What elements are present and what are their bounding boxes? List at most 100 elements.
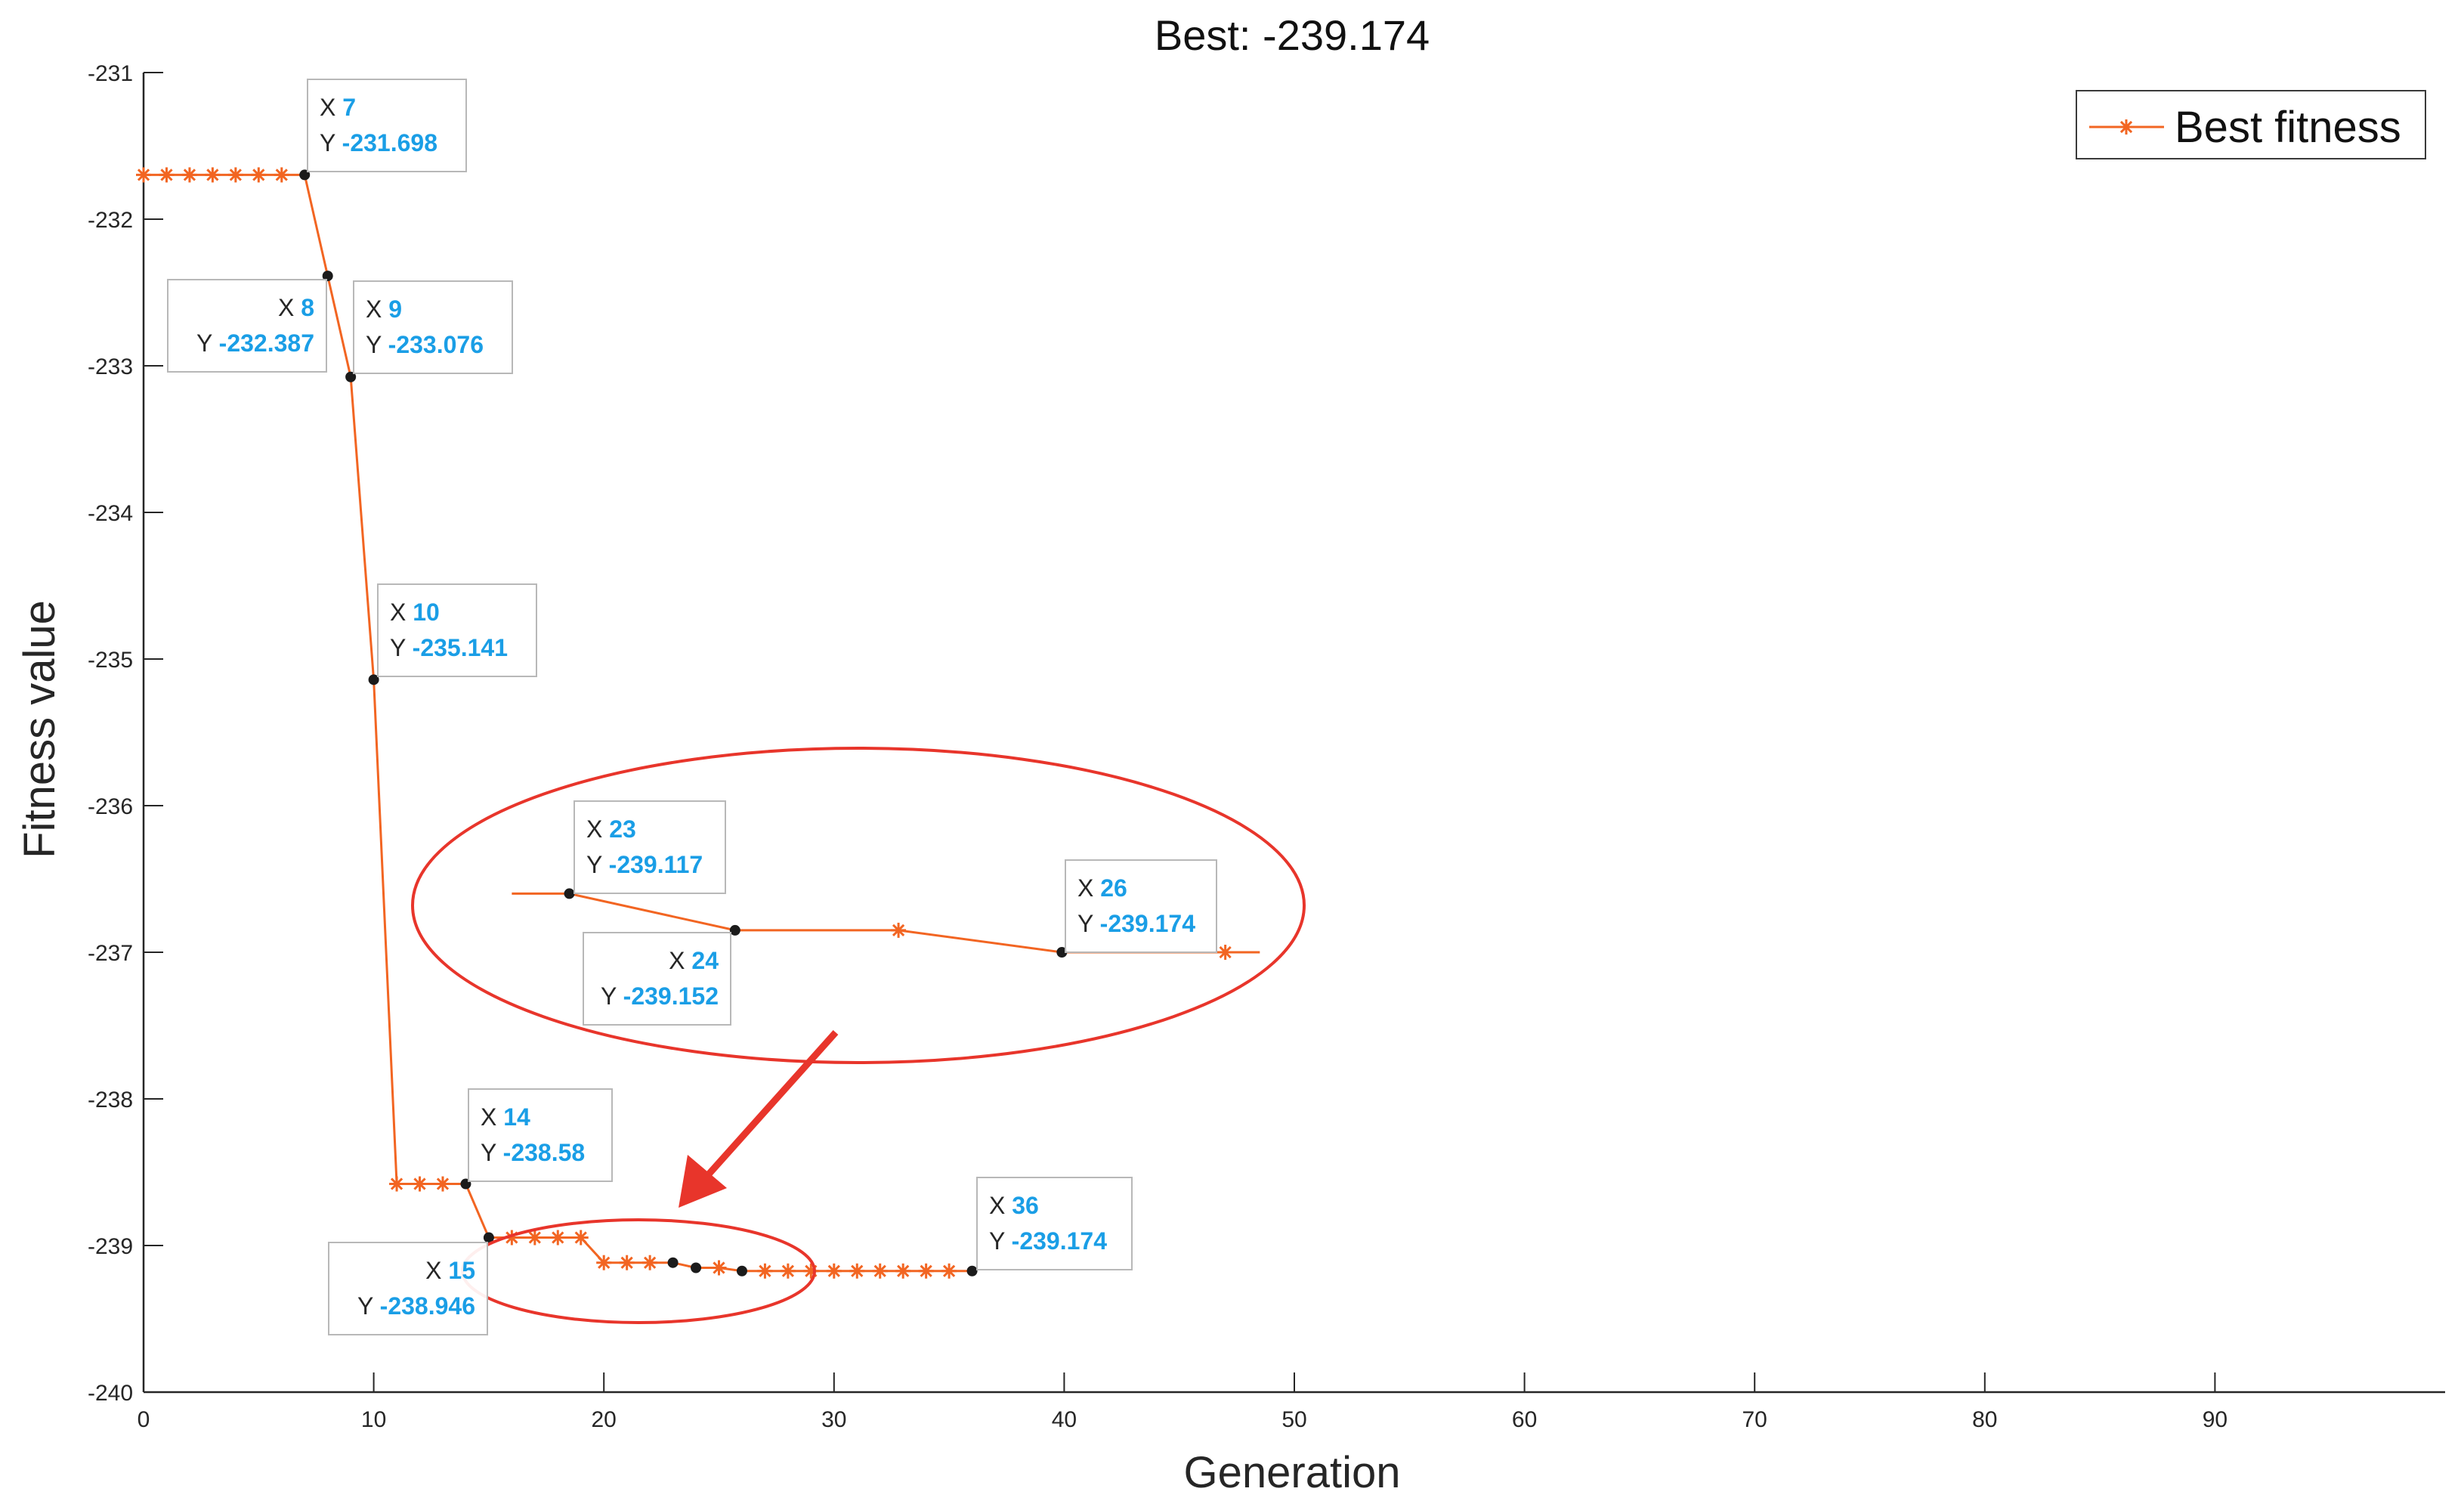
zoom-inset-datatip-point: [564, 888, 575, 899]
x-tick-label: 0: [138, 1407, 150, 1432]
datatip-box: [573, 800, 726, 894]
x-tick-label: 20: [592, 1407, 617, 1432]
datatip-x: X 24: [669, 947, 719, 974]
datatip-y: Y -239.174: [1077, 910, 1195, 937]
legend-box: [2076, 90, 2426, 159]
best-fitness-marker: [550, 1230, 566, 1246]
x-tick-label: 80: [1972, 1407, 1997, 1432]
datatip-box: [377, 583, 537, 677]
y-tick-label: -239: [88, 1234, 133, 1259]
y-axis-title: Fitness value: [15, 600, 64, 859]
datatip-point: [368, 674, 379, 685]
axes: [142, 72, 2445, 1394]
zoom-ellipse: [411, 747, 1306, 1064]
datatip-x: X 26: [1077, 874, 1127, 902]
y-tick-label: -238: [88, 1088, 133, 1112]
best-fitness-marker: [251, 167, 267, 183]
x-tick-label: 40: [1052, 1407, 1077, 1432]
best-fitness-marker: [780, 1263, 796, 1279]
datatip-y: Y -232.387: [196, 330, 314, 357]
datatip-y: Y -233.076: [366, 331, 484, 358]
chart-title: Best: -239.174: [1155, 11, 1430, 59]
datatip-x: X 8: [278, 294, 314, 321]
datatip-point: [736, 1265, 747, 1276]
best-fitness-marker: [573, 1230, 589, 1246]
datatip: X 24 Y -239.152: [583, 932, 731, 1026]
best-fitness-marker: [803, 1263, 819, 1279]
datatip-box: [167, 279, 327, 373]
legend-label: Best fitness: [2175, 103, 2401, 152]
x-tick-label: 50: [1281, 1407, 1306, 1432]
x-tick-label: 30: [821, 1407, 846, 1432]
legend: Best fitness: [2076, 90, 2426, 159]
datatip-point: [667, 1257, 679, 1268]
best-fitness-marker: [849, 1263, 865, 1279]
y-tick-label: -234: [88, 501, 133, 526]
annotations: [411, 747, 1306, 1324]
best-fitness-marker: [757, 1263, 773, 1279]
datatip-x: X 14: [481, 1103, 530, 1131]
datatip-y: Y -239.117: [586, 851, 703, 878]
datatip-x: X 23: [586, 815, 636, 843]
best-fitness-marker: [826, 1263, 842, 1279]
datatip-y: Y -238.58: [481, 1139, 585, 1166]
datatip-box: [468, 1088, 613, 1182]
y-tick-label: -237: [88, 941, 133, 966]
datatip: X 10 Y -235.141: [377, 583, 537, 677]
datatip-x: X 9: [366, 296, 402, 323]
best-fitness-marker: [274, 167, 289, 183]
y-tick-label: -236: [88, 794, 133, 819]
best-fitness-marker: [434, 1176, 450, 1192]
datatip: X 15 Y -238.946: [328, 1242, 488, 1335]
datatip-y: Y -238.946: [357, 1292, 475, 1320]
best-fitness-marker: [181, 167, 197, 183]
zoom-inset-marker: [1217, 945, 1233, 960]
datatip-point: [691, 1262, 702, 1273]
datatip-y: Y -239.174: [989, 1227, 1107, 1255]
x-tick-label: 10: [361, 1407, 386, 1432]
datatip: X 7 Y -231.698: [307, 79, 467, 172]
tick-labels: 0 10 20 30 40 50 60 70 80 90 -240 -239 -238 -237 -236 -…: [88, 61, 2227, 1432]
datatip-point: [322, 271, 333, 282]
datatip: X 26 Y -239.174: [1065, 859, 1217, 953]
best-fitness-marker: [642, 1255, 658, 1270]
datatip-box: [1065, 859, 1217, 953]
datatip-y: Y -231.698: [320, 129, 437, 156]
datatip-x: X 36: [989, 1192, 1039, 1219]
best-fitness-marker: [527, 1230, 543, 1246]
legend-marker: [2119, 119, 2134, 135]
zoom-inset-datatip-point: [1056, 947, 1068, 958]
best-fitness-marker: [159, 167, 175, 183]
datatip-box: [976, 1177, 1133, 1270]
datatip: X 36 Y -239.174: [976, 1177, 1133, 1270]
datatip-point: [345, 371, 357, 382]
datatip-box: [353, 280, 513, 374]
x-tick-label: 70: [1742, 1407, 1767, 1432]
datatip-point: [483, 1232, 494, 1243]
datatip-point: [966, 1265, 978, 1276]
y-tick-label: -240: [88, 1381, 133, 1406]
x-tick-label: 60: [1512, 1407, 1537, 1432]
x-tick-label: 90: [2203, 1407, 2227, 1432]
best-fitness-marker: [918, 1263, 934, 1279]
best-fitness-marker: [596, 1255, 612, 1270]
best-fitness-marker: [711, 1260, 727, 1276]
y-tick-label: -231: [88, 61, 133, 86]
zoom-inset-datatip-point: [729, 924, 740, 936]
zoom-arrow-head: [679, 1155, 727, 1208]
datatip-x: X 7: [320, 94, 356, 121]
best-fitness-marker: [895, 1263, 911, 1279]
zoom-inset-marker: [891, 922, 907, 938]
y-tick-label: -232: [88, 208, 133, 233]
datatip-y: Y -235.141: [390, 634, 508, 661]
datatip-y: Y -239.152: [601, 982, 719, 1010]
datatip: X 9 Y -233.076: [353, 280, 513, 374]
datatip-x: X 15: [425, 1257, 475, 1284]
best-fitness-marker: [205, 167, 221, 183]
best-fitness-marker: [136, 167, 151, 183]
datatip: X 8 Y -232.387: [167, 279, 327, 373]
legend-asterisk: [2119, 119, 2134, 135]
datatip: X 23 Y -239.117: [573, 800, 726, 894]
best-fitness-marker: [941, 1263, 957, 1279]
